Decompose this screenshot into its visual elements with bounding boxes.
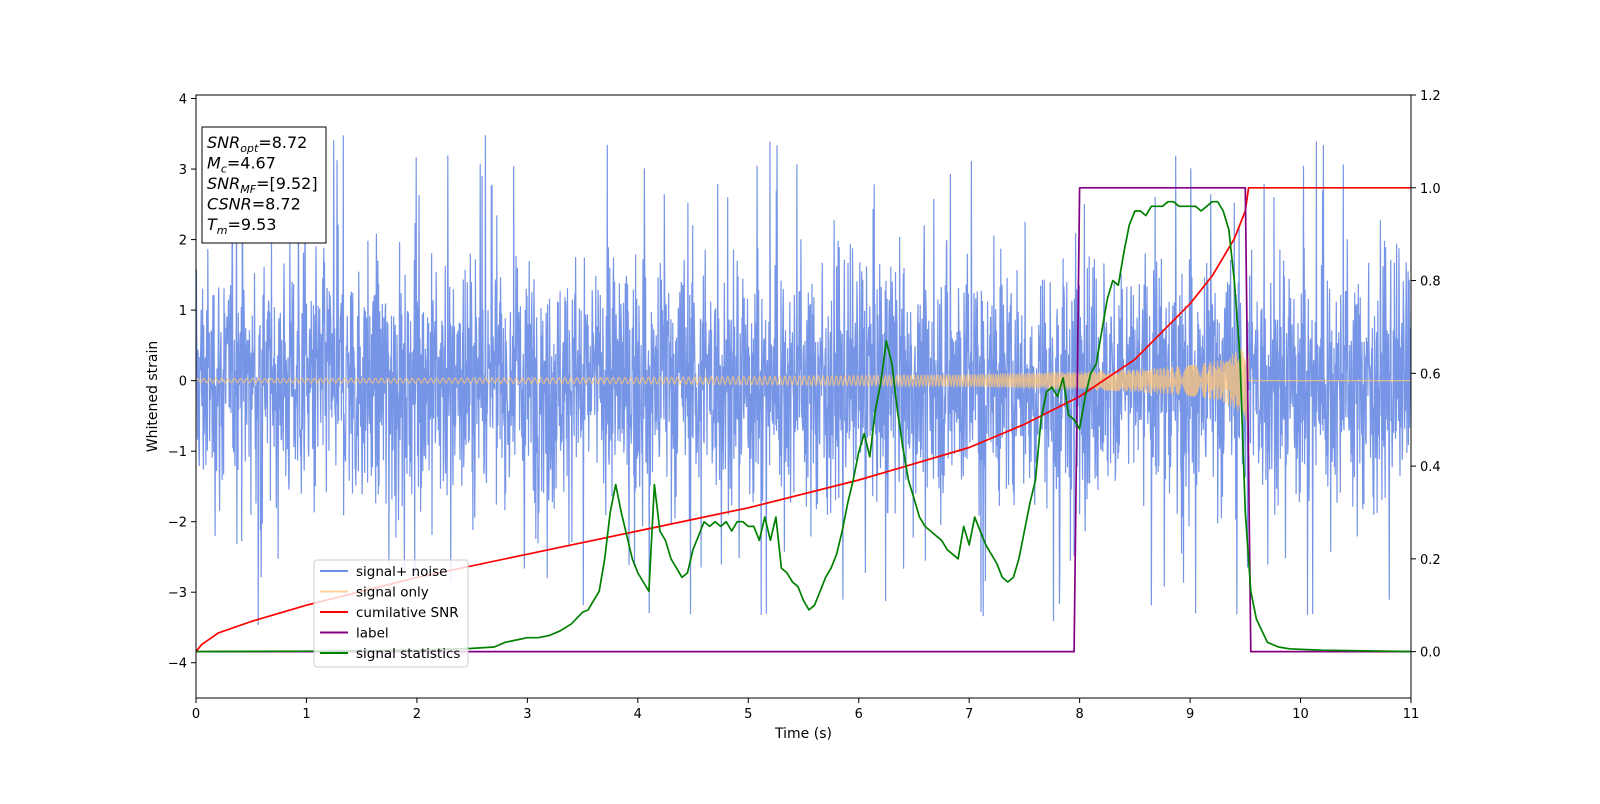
info-box-line: Tm=9.53 [207,215,277,237]
y-left-tick-label: −4 [168,657,187,672]
y-right-tick-label: 1.0 [1420,182,1441,197]
x-tick-label: 0 [192,707,200,722]
info-box-line: Mc=4.67 [207,154,276,176]
x-tick-label: 9 [1186,707,1194,722]
y-left-tick-label: 4 [179,93,187,108]
x-tick-label: 8 [1075,707,1083,722]
x-tick-label: 5 [744,707,752,722]
legend-label: label [356,626,389,642]
y-right-tick-label: 0.6 [1420,367,1441,382]
y-axis-label-left: Whitened strain [145,341,161,452]
info-box-line: SNRopt=8.72 [207,133,307,155]
series-line-signal-statistics [196,200,1411,653]
legend-label: cumilative SNR [356,605,459,621]
legend-frame [313,559,469,668]
x-tick-label: 6 [855,707,863,722]
info-box-frame [201,126,327,244]
x-tick-label: 3 [523,707,531,722]
x-tick-label: 4 [634,707,642,722]
x-tick-label: 2 [413,707,421,722]
y-right-tick-label: 1.2 [1420,89,1441,104]
y-left-tick-label: 1 [179,304,187,319]
y-right-tick-label: 0.2 [1420,553,1441,568]
y-right-tick-label: 0.0 [1420,646,1441,661]
info-box-line: CSNR=8.72 [207,195,301,214]
series-line-cumulative-snr [196,186,1411,653]
y-left-tick-label: 2 [179,234,187,249]
legend-label: signal+ noise [356,564,447,580]
plot-area [196,135,1411,653]
legend-label: signal statistics [356,646,460,662]
y-right-tick-label: 0.4 [1420,460,1441,475]
y-right-tick-label: 0.8 [1420,275,1441,290]
x-tick-label: 1 [302,707,310,722]
x-tick-label: 7 [965,707,973,722]
y-left-tick-label: −2 [168,516,187,531]
info-box-line: SNRMF=[9.52] [207,174,318,196]
y-left-tick-label: −3 [168,586,187,601]
y-left-tick-label: 3 [179,163,187,178]
y-left-tick-label: 0 [179,375,187,390]
legend-label: signal only [356,585,429,601]
x-tick-label: 11 [1403,707,1420,722]
legend: signal+ noise signal only cumilative SNR la… [313,559,469,668]
info-box: SNRopt=8.72Mc=4.67SNRMF=[9.52]CSNR=8.72T… [201,126,327,244]
series-line-signal-only [196,348,1411,430]
plot-frame [195,94,1412,699]
series-line-label [196,186,1411,653]
x-tick-label: 10 [1292,707,1309,722]
x-axis-label: Time (s) [774,726,832,742]
y-left-tick-label: −1 [168,445,187,460]
axis-ticks: 0 1 2 3 4 5 6 7 8 9 10 11 −4 −3 −2 −1 0 1 2 3 4 0.0 0.2 0.4 0.6 0… [168,89,1441,722]
